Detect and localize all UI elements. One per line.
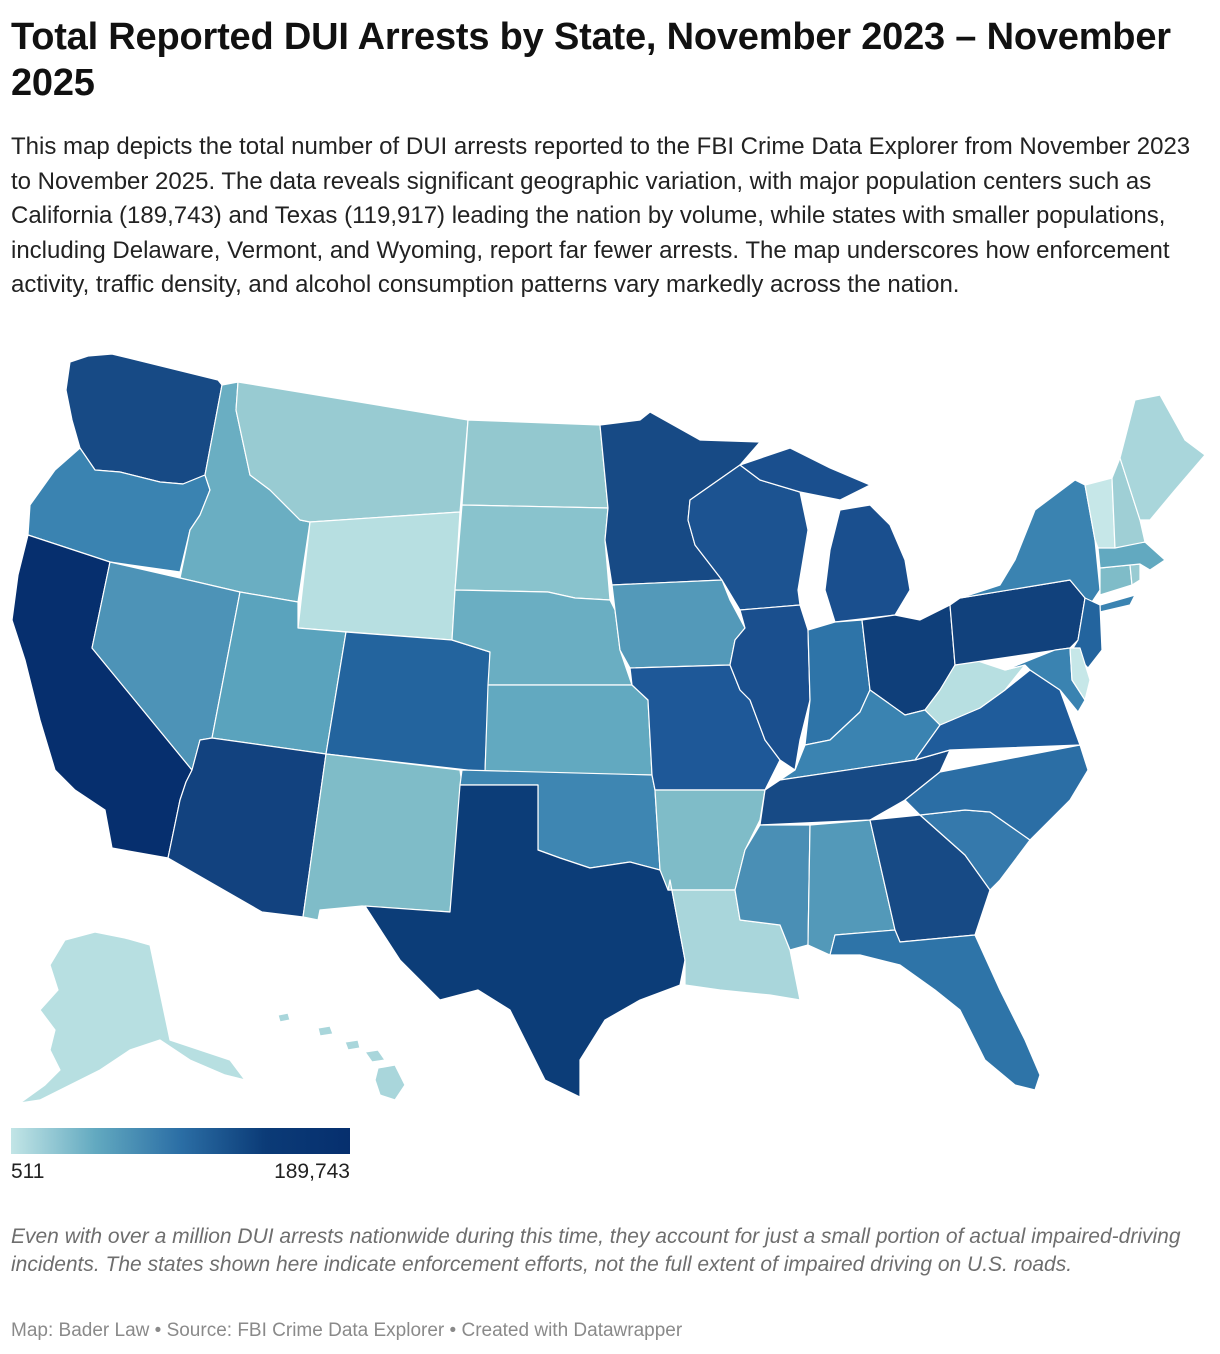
legend-gradient-bar [11, 1128, 350, 1154]
state-ak[interactable]: Alaska [19, 931, 246, 1104]
credits: Map: Bader Law • Source: FBI Crime Data … [11, 1320, 683, 1341]
state-ma[interactable]: Massachusetts [1097, 541, 1166, 571]
state-nd[interactable]: North Dakota [461, 419, 609, 509]
state-vt[interactable]: Vermont [1084, 477, 1116, 549]
state-ri[interactable]: Rhode Island [1129, 563, 1141, 586]
state-de[interactable]: Delaware [1069, 647, 1091, 701]
state-nc[interactable]: North Carolina [904, 744, 1089, 841]
us-choropleth-map: Washington Oregon California Idaho Nevad… [11, 353, 1206, 1104]
state-wy[interactable]: Wyoming [297, 511, 461, 641]
state-co[interactable]: Colorado [325, 631, 491, 773]
state-sd[interactable]: South Dakota [454, 504, 611, 601]
state-ct[interactable]: Connecticut [1099, 564, 1133, 596]
map-description: This map depicts the total number of DUI… [11, 133, 1191, 298]
state-mi[interactable]: Michigan [739, 447, 911, 623]
state-nm[interactable]: New Mexico [302, 753, 463, 921]
legend-max-label: 189,743 [274, 1160, 350, 1183]
state-me[interactable]: Maine [1119, 394, 1206, 521]
footnote: Even with over a million DUI arrests nat… [11, 1225, 1181, 1276]
state-md[interactable]: Maryland [1004, 647, 1086, 713]
state-hi[interactable]: Hawaii [277, 1012, 406, 1101]
map-title: Total Reported DUI Arrests by State, Nov… [11, 16, 1171, 104]
state-ia[interactable]: Iowa [611, 579, 746, 669]
state-tx[interactable]: Texas [364, 784, 686, 1098]
legend-min-label: 511 [11, 1160, 45, 1183]
state-fl[interactable]: Florida [829, 929, 1041, 1091]
state-nh[interactable]: New Hampshire [1111, 457, 1146, 549]
state-ks[interactable]: Kansas [484, 684, 653, 776]
